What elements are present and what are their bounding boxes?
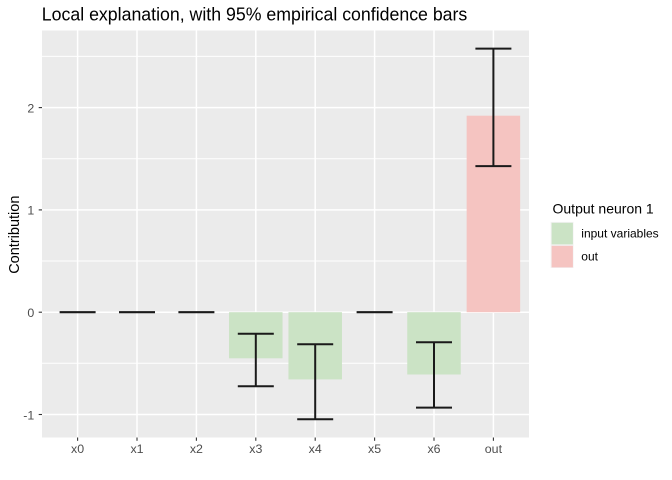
svg-text:x2: x2 <box>190 442 203 456</box>
svg-text:x1: x1 <box>130 442 143 456</box>
svg-text:Contribution: Contribution <box>7 196 23 274</box>
svg-text:-1: -1 <box>23 408 34 422</box>
svg-text:1: 1 <box>27 204 34 218</box>
svg-text:x6: x6 <box>427 442 440 456</box>
svg-text:2: 2 <box>27 101 34 115</box>
svg-text:0: 0 <box>27 306 34 320</box>
svg-text:Output neuron 1: Output neuron 1 <box>553 201 654 217</box>
svg-text:x3: x3 <box>249 442 262 456</box>
svg-text:x5: x5 <box>368 442 381 456</box>
svg-text:out: out <box>581 250 598 264</box>
svg-text:out: out <box>485 442 503 456</box>
svg-text:Local explanation, with 95% em: Local explanation, with 95% empirical co… <box>42 4 468 24</box>
svg-text:input variables: input variables <box>581 227 658 241</box>
svg-text:x0: x0 <box>71 442 84 456</box>
svg-text:x4: x4 <box>309 442 322 456</box>
